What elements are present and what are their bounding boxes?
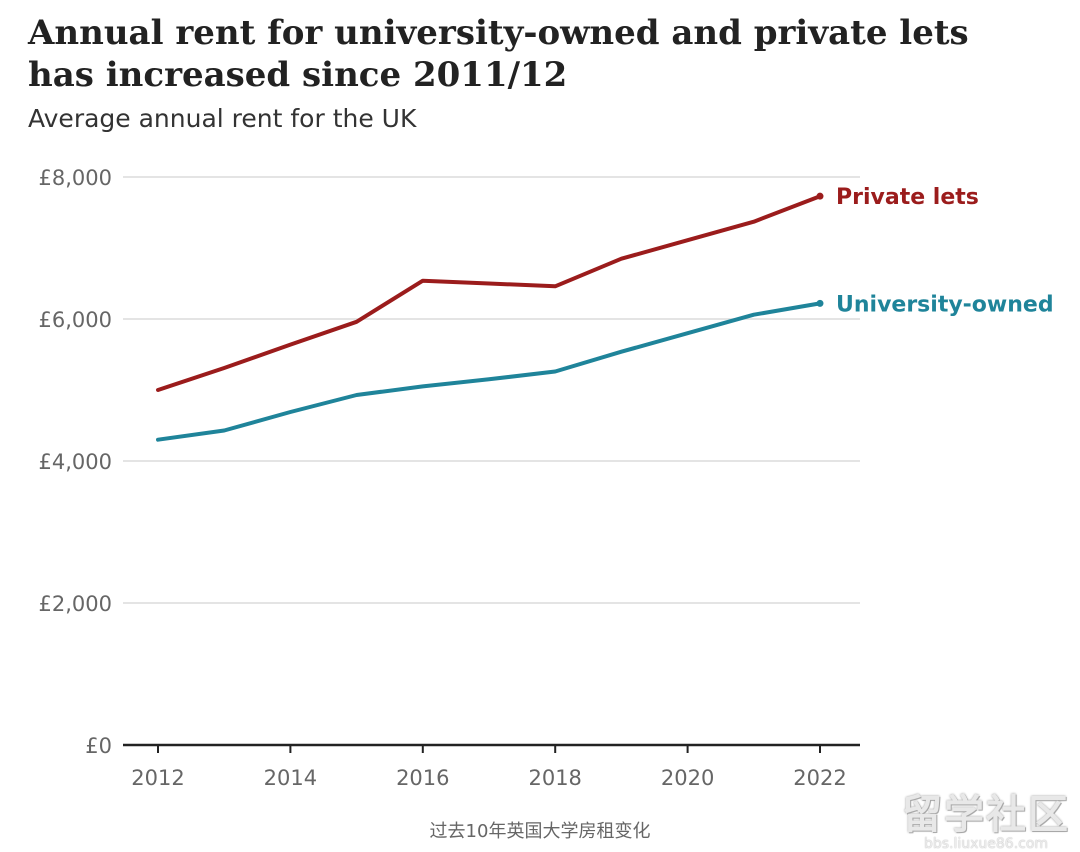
gridlines bbox=[123, 176, 860, 604]
series-endpoint-university-owned bbox=[816, 299, 824, 307]
watermark-url: bbs.liuxue86.com bbox=[923, 836, 1049, 852]
x-tick-label: 2012 bbox=[131, 766, 184, 790]
series-line-private-lets bbox=[156, 194, 822, 392]
chart-subtitle: Average annual rent for the UK bbox=[28, 104, 417, 133]
series-labels: Private lets University-owned bbox=[836, 185, 1054, 317]
chart-title: Annual rent for university-owned and pri… bbox=[28, 13, 969, 95]
x-tick-label: 2016 bbox=[396, 766, 449, 790]
x-tick-label: 2020 bbox=[661, 766, 714, 790]
y-tick-label: £6,000 bbox=[39, 308, 112, 332]
series-label-university-owned: University-owned bbox=[836, 292, 1054, 317]
y-tick-label: £4,000 bbox=[39, 450, 112, 474]
series-line-university-owned bbox=[156, 301, 822, 442]
watermark-logo-text: 留学社区 bbox=[902, 792, 1070, 838]
x-tick-label: 2014 bbox=[264, 766, 317, 790]
watermark-logo: 留学社区 bbs.liuxue86.com bbox=[902, 782, 1070, 852]
series-label-private-lets: Private lets bbox=[836, 185, 979, 210]
x-tick-label: 2018 bbox=[528, 766, 581, 790]
x-tick-label: 2022 bbox=[793, 766, 846, 790]
y-tick-label: £8,000 bbox=[39, 166, 112, 190]
x-axis: 2012 2014 2016 2018 2020 2022 bbox=[123, 743, 860, 790]
y-axis-tick-labels: £0 £2,000 £4,000 £6,000 £8,000 bbox=[39, 166, 112, 758]
image-caption: 过去10年英国大学房租变化 bbox=[429, 821, 651, 842]
series-lines bbox=[156, 192, 824, 442]
series-endpoint-private-lets bbox=[816, 192, 824, 200]
y-tick-label: £0 bbox=[85, 734, 112, 758]
y-tick-label: £2,000 bbox=[39, 592, 112, 616]
